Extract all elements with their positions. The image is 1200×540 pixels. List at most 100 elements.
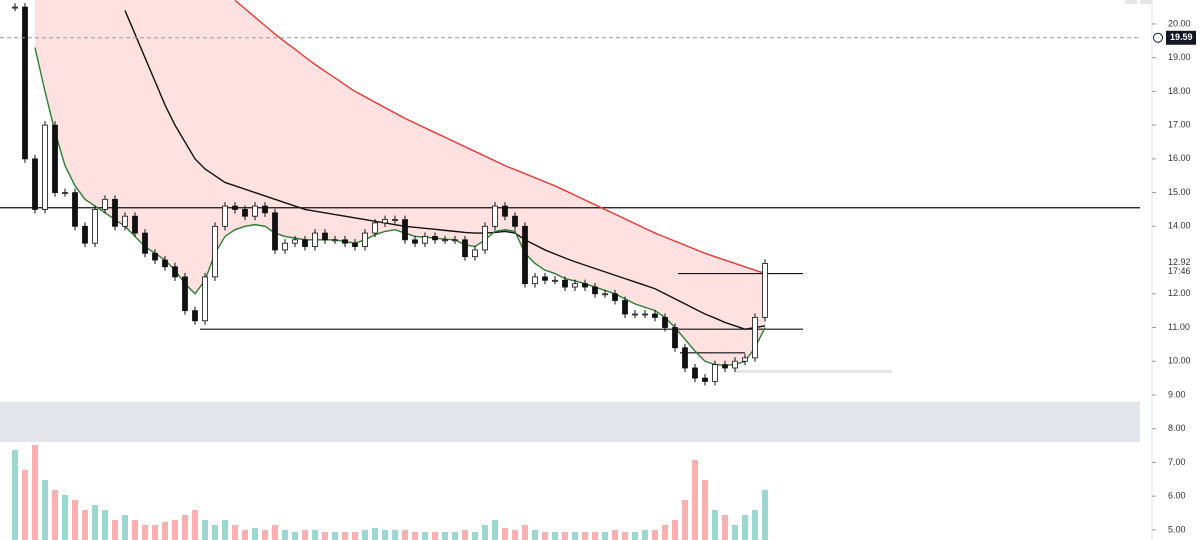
volume-bar [712,510,718,540]
volume-bar [482,525,488,540]
volume-bar [382,530,388,540]
candle-body [22,6,28,160]
candle-body [192,310,198,322]
volume-bar [742,515,748,540]
volume-bar [32,445,38,540]
candle-body [632,313,638,316]
toolbar-button[interactable] [1125,0,1137,4]
zone [735,369,892,374]
volume-bar [342,532,348,540]
candle-body [32,158,38,210]
candle-body [382,219,388,224]
y-tick-label: 8.00 [1168,423,1186,433]
candle-body [712,364,718,382]
volume-bar [572,532,578,540]
candle-body [252,205,258,217]
volume-bar [12,450,18,540]
volume-bar [192,510,198,540]
candle-body [702,377,708,382]
candle-body [422,236,428,244]
candle-body [202,276,208,322]
candle-body [572,283,578,288]
volume-bar [702,480,708,540]
volume-bar [72,500,78,540]
y-tick-label: 11.00 [1168,322,1190,332]
y-tick-label: 6.00 [1168,491,1186,501]
candle-body [222,205,228,227]
volume-bar [652,530,658,540]
volume-bar [62,495,68,540]
volume-bar [452,532,458,540]
volume-bar [282,530,288,540]
volume-bar [542,532,548,540]
candle-body [142,232,148,254]
y-tick-label: 19.00 [1168,52,1191,62]
volume-bar [212,525,218,540]
volume-bar [622,532,628,540]
volume-bar [182,515,188,540]
marker-label: 12.92 [1168,257,1191,267]
candle-body [452,239,458,242]
candle-body [392,219,398,221]
candle-body [172,266,178,278]
volume-bar [232,525,238,540]
candle-body [262,205,268,214]
volume-bar [502,528,508,540]
candle-body [132,215,138,234]
volume-bar [472,532,478,540]
candle-body [512,215,518,227]
candle-body [442,239,448,242]
candle-body [62,192,68,194]
candle-body [732,360,738,369]
volume-bar [152,525,158,540]
candle-body [352,242,358,247]
volume-bar [302,530,308,540]
volume-bar [412,532,418,540]
volume-bar [462,530,468,540]
volume-bar [142,525,148,540]
volume-bar [582,532,588,540]
volume-bar [92,505,98,540]
volume-bar [592,532,598,540]
candle-body [82,225,88,244]
candle-body [322,232,328,241]
last-price-box [1166,30,1196,45]
volume-bar [762,490,768,540]
candle-body [682,347,688,369]
y-tick-label: 18.00 [1168,86,1191,96]
candle-body [622,300,628,315]
candle-body [742,357,748,362]
candle-body [402,219,408,241]
candle-body [72,192,78,227]
candle-body [102,198,108,210]
volume-bar [492,520,498,540]
y-tick-label: 20.00 [1168,18,1191,28]
volume-bar [612,530,618,540]
volume-bar [352,532,358,540]
candle-body [592,286,598,295]
volume-bar [132,520,138,540]
candle-body [652,313,658,318]
candle-body [672,327,678,349]
candle-body [532,276,538,285]
ma-band [35,0,765,366]
candle-body [752,316,758,359]
volume-bar [262,530,268,540]
volume-bar [292,532,298,540]
volume-bar [662,525,668,540]
volume-bar [432,532,438,540]
candle-body [292,239,298,244]
y-tick-label: 7.00 [1168,457,1186,467]
volume-bar [242,530,248,540]
volume-bar [642,530,648,540]
y-tick-label: 9.00 [1168,389,1186,399]
candle-body [152,252,158,261]
toolbar-button[interactable] [1140,0,1152,4]
candle-body [302,239,308,247]
candle-body [562,279,568,288]
y-tick-label: 17.00 [1168,120,1191,130]
candle-body [552,279,558,282]
volume-bar [202,520,208,540]
candle-body [412,239,418,244]
candle-body [112,198,118,227]
